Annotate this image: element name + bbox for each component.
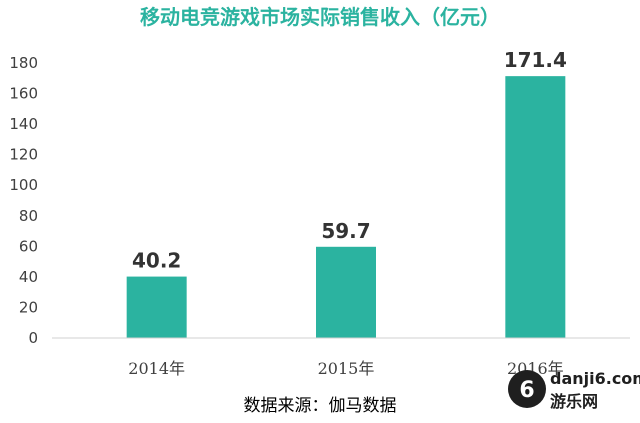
bar-value-label: 171.4 [504,48,567,72]
source-note: 数据来源：伽马数据 [244,396,397,416]
number-6-logo-icon [508,370,546,408]
y-tick-label: 0 [28,329,38,347]
watermark-subtext: 游乐网 [550,392,598,411]
y-tick-label: 20 [19,298,38,316]
bar [126,276,187,338]
bar-value-label: 40.2 [132,249,181,273]
x-axis: 2014年 2015年 2016年 [52,337,630,378]
y-axis: 0 20 40 60 80 100 120 140 160 180 [9,54,38,347]
number-6-logo-glyph: 6 [519,378,534,403]
bar [505,76,566,338]
watermark: 6 danji6.com 游乐网 [508,369,640,411]
bars [126,76,566,338]
y-tick-label: 140 [9,115,38,133]
bar-value-label: 59.7 [321,219,370,243]
chart-title: 移动电竞游戏市场实际销售收入（亿元） [140,5,500,29]
y-tick-label: 80 [19,207,38,225]
y-tick-label: 180 [9,54,38,72]
y-tick-label: 60 [19,237,38,255]
y-tick-label: 120 [9,146,38,164]
x-category-label: 2014年 [128,359,185,378]
bar [316,246,376,338]
y-tick-label: 100 [9,176,38,194]
watermark-url: danji6.com [550,369,640,388]
y-tick-label: 160 [9,85,38,103]
value-labels: 40.2 59.7 171.4 [132,48,567,272]
y-tick-label: 40 [19,268,38,286]
x-category-label: 2015年 [318,359,375,378]
